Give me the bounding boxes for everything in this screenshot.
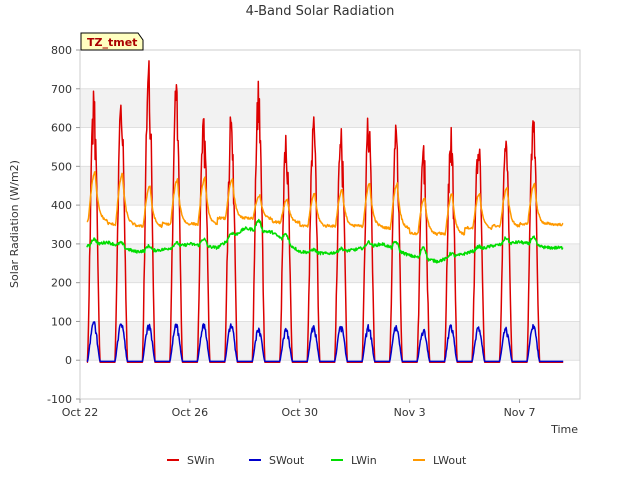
x-axis-label: Time (550, 423, 578, 436)
y-tick-label: 700 (51, 83, 72, 96)
x-tick-label: Oct 26 (172, 406, 209, 419)
y-tick-label: 300 (51, 238, 72, 251)
y-axis-ticks: -100 0 100 200 300 400 500 600 700 800 (47, 44, 80, 406)
legend: SWin SWout LWin LWout (167, 454, 467, 467)
plot-frame (79, 49, 581, 400)
y-tick-label: -100 (47, 393, 72, 406)
series-line-swin (86, 60, 564, 363)
badge-shape (80, 32, 144, 51)
series-line-swout (86, 321, 564, 363)
y-tick-label: 200 (51, 277, 72, 290)
legend-label-swin: SWin (187, 454, 215, 467)
x-tick-label: Oct 30 (282, 406, 319, 419)
plot-bands (80, 88, 580, 400)
x-axis-ticks: Oct 22 Oct 26 Oct 30 Nov 3 Nov 7 (62, 399, 536, 419)
y-tick-label: 0 (65, 354, 72, 367)
x-tick-label: Oct 22 (62, 406, 99, 419)
y-axis-label: Solar Radiation (W/m2) (8, 160, 21, 288)
legend-label-lwout: LWout (433, 454, 467, 467)
x-tick-label: Nov 7 (504, 406, 536, 419)
plot-series (86, 60, 564, 363)
x-tick-label: Nov 3 (394, 406, 426, 419)
station-badge: TZ_tmet (80, 32, 144, 51)
badge-label: TZ_tmet (87, 36, 137, 49)
series-line-lwin (86, 218, 564, 264)
y-tick-label: 800 (51, 44, 72, 57)
y-tick-label: 100 (51, 315, 72, 328)
legend-label-lwin: LWin (351, 454, 377, 467)
grid-band (80, 88, 580, 128)
grid-band (80, 166, 580, 206)
grid-band (80, 321, 580, 361)
y-tick-label: 600 (51, 122, 72, 135)
series-line-lwout (86, 171, 564, 236)
y-tick-label: 400 (51, 199, 72, 212)
legend-label-swout: SWout (269, 454, 305, 467)
y-tick-label: 500 (51, 160, 72, 173)
chart-title: 4-Band Solar Radiation (246, 4, 395, 19)
